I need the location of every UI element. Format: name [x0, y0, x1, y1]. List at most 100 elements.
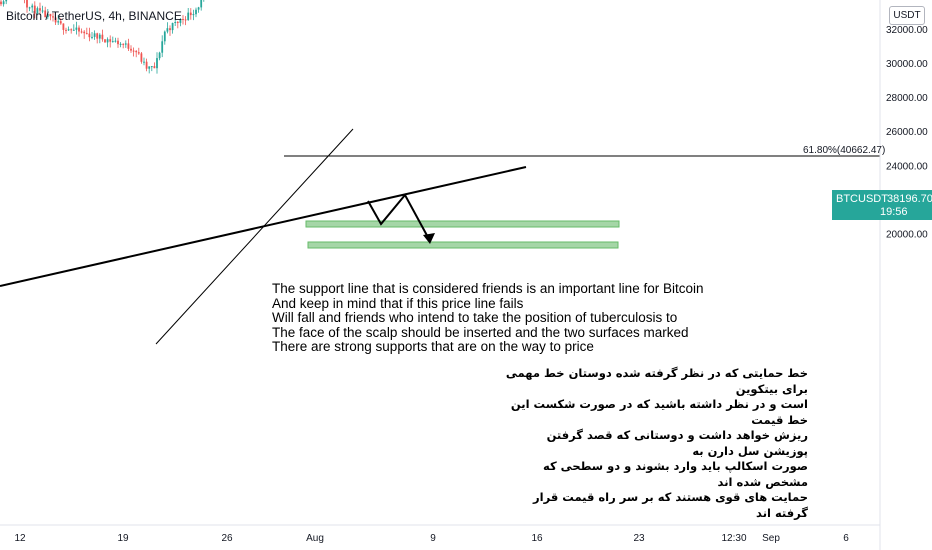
x-tick-label: 23: [633, 533, 645, 544]
price-tag-symbol: BTCUSDT: [836, 193, 888, 205]
candle-body: [122, 43, 125, 45]
candle-body: [114, 40, 117, 42]
candle-body: [80, 31, 83, 33]
rising-trendline[interactable]: [155, 128, 354, 345]
candle-body: [174, 22, 177, 23]
candle-body: [33, 5, 36, 14]
candle-body: [197, 7, 200, 10]
drawings: [0, 128, 880, 345]
y-tick-label: 32000.00: [886, 25, 928, 36]
y-tick-label: 20000.00: [886, 230, 928, 241]
candle-body: [192, 14, 195, 16]
candle-body: [189, 12, 192, 16]
last-price-tag: BTCUSDT 38196.70 19:56: [832, 190, 932, 220]
persian-line: خط حمایتی که در نظر گرفته شده دوستان خط …: [505, 366, 808, 396]
candle-body: [176, 22, 179, 23]
candle-body: [67, 29, 70, 31]
candle-body: [184, 19, 187, 21]
candle-body: [195, 9, 197, 15]
x-tick-label: 26: [221, 533, 233, 544]
support-zone-upper[interactable]: [305, 220, 620, 228]
candle-body: [153, 66, 156, 69]
candle-body: [46, 13, 49, 18]
candle-body: [140, 53, 143, 62]
persian-line: صورت اسکالپ باید وارد بشوند و دو سطحی که…: [543, 459, 808, 489]
candle-body: [109, 39, 112, 42]
x-tick-label: 12:30: [721, 533, 746, 544]
persian-line: حمایت های قوی هستند که بر سر راه قیمت قر…: [533, 490, 808, 520]
candle-body: [75, 27, 78, 30]
candle-body: [28, 7, 31, 9]
candle-body: [158, 52, 161, 59]
candle-body: [83, 31, 86, 34]
candle-body: [145, 61, 148, 69]
candle-body: [85, 33, 88, 35]
x-axis-ticks[interactable]: 12 19 26 Aug 9 16 23 12:30 Sep 6: [14, 533, 849, 544]
english-line: And keep in mind that if this price line…: [272, 295, 524, 311]
candle-body: [44, 10, 47, 18]
candle-body: [161, 41, 164, 53]
candle-body: [124, 43, 127, 45]
candle-body: [31, 5, 34, 8]
candle-body: [5, 0, 8, 2]
candle-body: [26, 0, 28, 8]
candle-body: [98, 34, 101, 39]
candle-body: [163, 31, 166, 42]
persian-line: است و در نظر داشته باشید که در صورت شکست…: [510, 397, 808, 427]
candle-body: [148, 66, 151, 69]
candle-body: [182, 19, 184, 20]
candle-body: [150, 66, 153, 68]
candle-body: [52, 16, 54, 18]
candle-body: [132, 50, 135, 52]
y-tick-label: 28000.00: [886, 93, 928, 104]
x-tick-label: 6: [843, 533, 849, 544]
candle-body: [39, 8, 41, 11]
x-tick-label: 19: [117, 533, 129, 544]
y-tick-label: 30000.00: [886, 59, 928, 70]
candle-body: [106, 39, 109, 43]
candle-body: [171, 23, 174, 31]
candle-body: [179, 19, 182, 23]
x-tick-label: 12: [14, 533, 26, 544]
persian-line: ریزش خواهد داشت و دوستانی که قصد گرفتن پ…: [546, 428, 808, 458]
candle-body: [156, 58, 158, 69]
candle-body: [78, 27, 80, 32]
candlestick-series: [0, 0, 205, 74]
price-tag-value: 38196.70: [887, 193, 932, 205]
candle-body: [41, 10, 44, 12]
candle-body: [101, 34, 104, 40]
english-annotation[interactable]: The support line that is considered frie…: [272, 281, 703, 355]
persian-annotation[interactable]: خط حمایتی که در نظر گرفته شده دوستان خط …: [500, 366, 808, 521]
candle-body: [62, 23, 65, 30]
x-tick-label: 16: [531, 533, 543, 544]
candle-body: [117, 40, 119, 45]
candle-body: [143, 61, 145, 63]
candle-body: [187, 12, 190, 20]
x-tick-label: Sep: [762, 533, 780, 544]
symbol-title[interactable]: Bitcoin / TetherUS, 4h, BINANCE: [6, 9, 182, 23]
candle-body: [119, 43, 122, 45]
y-tick-label: 34000.00: [886, 0, 928, 2]
support-zone-lower[interactable]: [307, 241, 619, 249]
candle-body: [104, 39, 106, 43]
x-tick-label: Aug: [306, 533, 324, 544]
currency-button[interactable]: USDT: [889, 6, 925, 25]
candle-body: [88, 33, 91, 38]
candle-body: [169, 28, 171, 31]
candle-body: [57, 21, 60, 23]
y-tick-label: 26000.00: [886, 127, 928, 138]
candle-countdown: 19:56: [880, 206, 908, 218]
candle-body: [65, 29, 67, 31]
candle-body: [130, 48, 132, 51]
candle-body: [93, 33, 96, 37]
projection-arrow-path[interactable]: [367, 193, 431, 242]
candle-body: [200, 0, 203, 8]
english-line: The face of the scalp should be inserted…: [272, 324, 689, 340]
candle-body: [135, 51, 138, 53]
candle-body: [137, 52, 140, 54]
candle-body: [59, 21, 62, 24]
candle-body: [111, 41, 114, 43]
candle-body: [166, 28, 169, 32]
projection-arrow-head: [423, 233, 435, 244]
english-line: There are strong supports that are on th…: [272, 339, 594, 355]
